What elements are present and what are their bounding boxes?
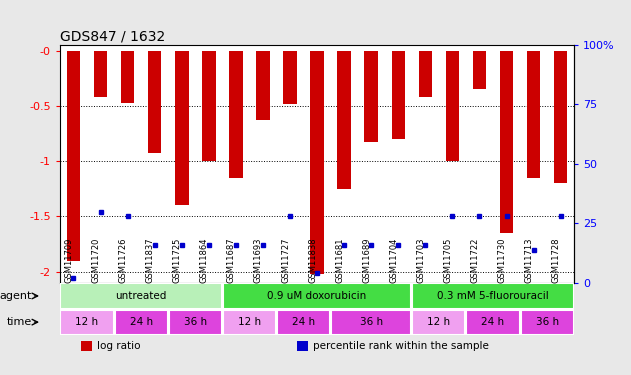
Bar <box>521 310 574 334</box>
Text: GSM11730: GSM11730 <box>498 237 507 283</box>
Text: agent: agent <box>0 291 32 301</box>
Text: 36 h: 36 h <box>360 317 383 327</box>
Text: 12 h: 12 h <box>427 317 451 327</box>
Text: GSM11727: GSM11727 <box>281 237 290 283</box>
Bar <box>229 51 243 178</box>
Bar <box>168 310 222 334</box>
Bar <box>81 341 92 351</box>
Bar <box>391 51 405 139</box>
Text: GSM11837: GSM11837 <box>146 237 155 283</box>
Bar <box>256 51 269 120</box>
Text: GSM11728: GSM11728 <box>551 237 561 283</box>
Text: GSM11709: GSM11709 <box>64 237 73 283</box>
Text: time: time <box>6 317 32 327</box>
Bar <box>365 51 378 142</box>
Text: 36 h: 36 h <box>184 317 207 327</box>
Text: GSM11705: GSM11705 <box>444 237 452 283</box>
Bar <box>500 51 513 233</box>
Bar <box>412 284 574 309</box>
Text: untreated: untreated <box>115 291 167 301</box>
Bar <box>115 310 168 334</box>
Text: log ratio: log ratio <box>97 341 141 351</box>
Bar <box>418 51 432 97</box>
Bar <box>223 310 276 334</box>
Bar <box>412 310 466 334</box>
Bar <box>61 284 222 309</box>
Text: GSM11704: GSM11704 <box>389 237 398 283</box>
Text: GSM11864: GSM11864 <box>200 237 209 283</box>
Text: GSM11726: GSM11726 <box>119 237 127 283</box>
Text: GSM11687: GSM11687 <box>227 237 236 283</box>
Bar <box>283 51 297 104</box>
Text: 0.9 uM doxorubicin: 0.9 uM doxorubicin <box>268 291 367 301</box>
Bar <box>202 51 216 161</box>
Bar <box>67 51 80 261</box>
Bar <box>554 51 567 183</box>
Text: GSM11720: GSM11720 <box>91 237 100 283</box>
Bar <box>473 51 487 89</box>
Bar <box>148 51 162 153</box>
Text: 12 h: 12 h <box>238 317 261 327</box>
Bar <box>338 51 351 189</box>
Text: percentile rank within the sample: percentile rank within the sample <box>313 341 489 351</box>
Text: GDS847 / 1632: GDS847 / 1632 <box>60 30 165 44</box>
Text: GSM11713: GSM11713 <box>524 237 534 283</box>
Text: 36 h: 36 h <box>536 317 558 327</box>
Bar <box>466 310 519 334</box>
Bar <box>61 310 114 334</box>
Text: 0.3 mM 5-fluorouracil: 0.3 mM 5-fluorouracil <box>437 291 549 301</box>
Text: 24 h: 24 h <box>292 317 315 327</box>
Bar <box>94 51 107 97</box>
Text: GSM11689: GSM11689 <box>362 237 371 283</box>
Bar <box>175 51 189 206</box>
Bar <box>297 341 308 351</box>
Bar <box>445 51 459 161</box>
Text: GSM11725: GSM11725 <box>173 237 182 283</box>
Text: 24 h: 24 h <box>481 317 505 327</box>
Text: GSM11693: GSM11693 <box>254 237 263 283</box>
Bar <box>331 310 411 334</box>
Bar <box>310 51 324 274</box>
Text: GSM11722: GSM11722 <box>471 237 480 283</box>
Text: GSM11703: GSM11703 <box>416 237 425 283</box>
Bar <box>223 284 411 309</box>
Text: 24 h: 24 h <box>129 317 153 327</box>
Bar <box>277 310 330 334</box>
Bar <box>527 51 540 178</box>
Text: 12 h: 12 h <box>76 317 98 327</box>
Bar <box>121 51 134 102</box>
Text: GSM11838: GSM11838 <box>308 237 317 283</box>
Text: GSM11681: GSM11681 <box>335 237 344 283</box>
